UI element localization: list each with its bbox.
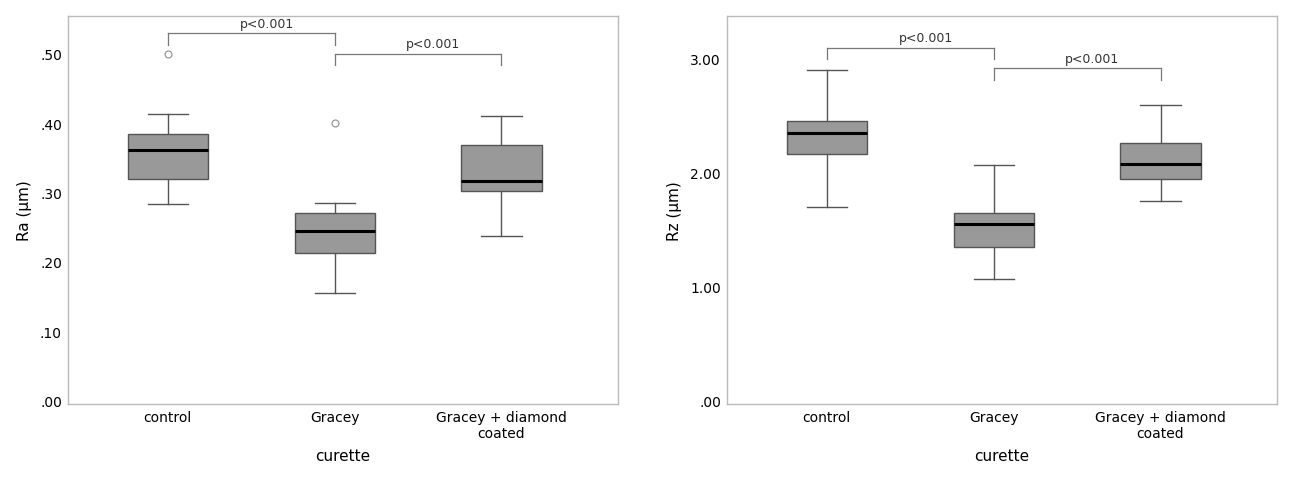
Text: p<0.001: p<0.001 (406, 38, 461, 51)
Bar (954, 213, 1034, 248)
X-axis label: curette: curette (974, 448, 1030, 463)
Bar (295, 214, 375, 253)
Y-axis label: Rz (μm): Rz (μm) (666, 180, 682, 240)
Bar (787, 121, 867, 154)
Text: p<0.001: p<0.001 (898, 32, 952, 45)
Bar (128, 134, 208, 180)
Bar (462, 146, 542, 191)
Y-axis label: Ra (μm): Ra (μm) (17, 180, 31, 241)
Bar (1121, 144, 1201, 179)
Text: p<0.001: p<0.001 (239, 17, 294, 31)
X-axis label: curette: curette (316, 448, 370, 463)
Text: p<0.001: p<0.001 (1065, 52, 1119, 66)
